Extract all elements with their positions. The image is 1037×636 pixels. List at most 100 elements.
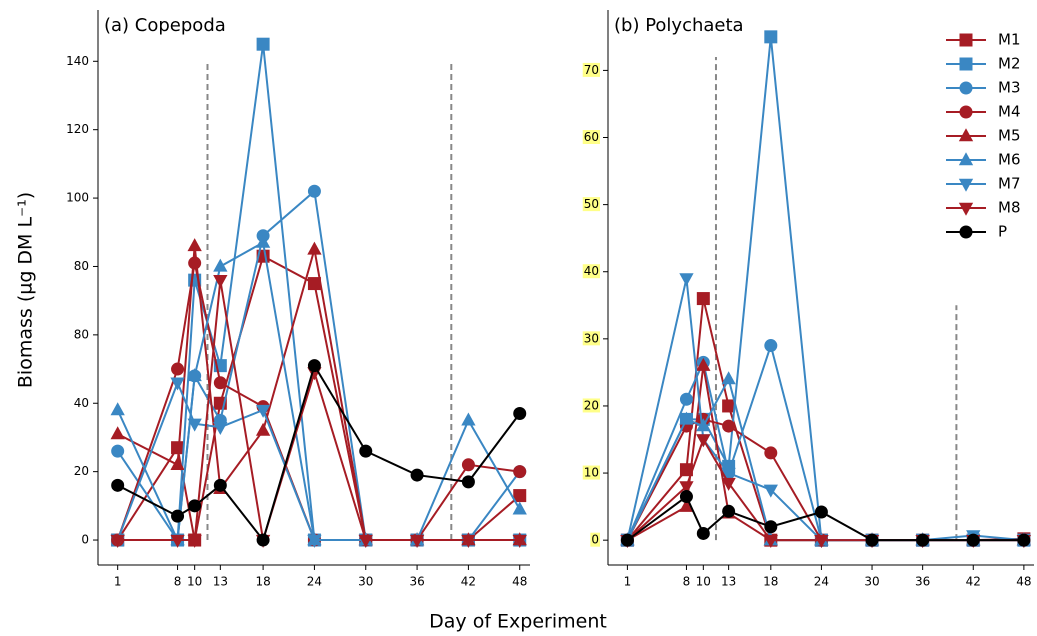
marker [461,534,476,548]
marker [958,202,974,216]
marker [959,225,973,239]
marker [188,256,202,270]
y-tick-label: 0 [81,533,89,547]
marker [188,499,202,513]
marker [814,505,828,519]
marker [187,534,202,548]
marker [255,422,271,436]
marker [513,407,527,421]
marker [958,128,974,142]
marker [213,478,227,492]
y-tick-label: 80 [74,259,89,273]
legend-label: M4 [998,103,1021,121]
marker [916,533,930,547]
marker [170,534,185,548]
x-tick-label: 1 [114,575,122,589]
x-tick-label: 24 [814,575,829,589]
tick-highlight [582,197,600,212]
marker [679,481,694,495]
x-tick-label: 30 [358,575,373,589]
series-line [117,279,520,542]
marker [958,152,974,166]
marker [409,534,425,548]
tick-highlight [582,130,600,145]
tick-highlight [582,331,600,346]
x-tick-label: 30 [864,575,879,589]
marker [696,292,710,306]
y-tick-label: 0 [591,533,599,547]
x-tick-label: 24 [307,575,322,589]
marker [966,533,980,547]
panel-title: (b) Polychaeta [614,15,744,36]
legend-label: M3 [998,79,1021,97]
y-tick-label: 30 [584,331,599,345]
marker [679,411,694,425]
series-line [626,495,1024,542]
panel-title: (a) Copepoda [104,15,226,36]
y-tick-label: 40 [74,396,89,410]
x-tick-label: 8 [174,575,182,589]
marker [679,490,693,504]
marker [187,418,202,432]
y-tick-label: 40 [584,264,599,278]
y-tick-label: 100 [66,191,89,205]
x-tick-label: 36 [409,575,424,589]
marker [763,534,778,548]
marker [110,426,125,440]
y-tick-label: 120 [66,122,89,136]
marker [187,238,202,252]
series-line [626,278,1024,542]
marker [722,399,736,413]
marker [679,498,694,512]
legend-label: M2 [998,55,1021,73]
x-tick-label: 48 [1016,575,1031,589]
legend-label: M5 [998,127,1021,145]
marker [764,30,778,44]
x-tick-label: 42 [966,575,981,589]
marker [959,33,973,47]
series-line [626,418,1024,542]
marker [513,465,527,479]
marker [679,273,694,287]
marker [721,477,736,491]
marker [696,526,710,540]
series-line [116,240,521,544]
legend-label: M7 [998,175,1021,193]
legend-label: P [998,223,1007,241]
marker [696,434,711,448]
x-axis-label: Day of Experiment [429,611,607,633]
marker [307,277,321,291]
marker [255,234,271,248]
marker [959,57,973,71]
marker [1017,533,1031,547]
x-tick-label: 1 [624,575,632,589]
legend-label: M6 [998,151,1021,169]
marker [959,81,973,95]
y-tick-label: 140 [66,54,89,68]
marker [410,468,424,482]
x-tick-label: 36 [915,575,930,589]
tick-highlight [582,264,600,279]
marker [307,534,322,548]
x-tick-label: 13 [721,575,736,589]
marker [307,359,321,373]
marker [307,241,322,255]
y-tick-label: 20 [584,398,599,412]
marker [512,534,527,548]
marker [721,467,736,481]
y-tick-label: 80 [74,327,89,341]
marker [110,402,125,416]
marker [213,258,228,272]
marker [256,37,270,51]
y-tick-label: 50 [584,197,599,211]
marker [171,441,185,455]
x-tick-label: 42 [461,575,476,589]
y-tick-label: 60 [584,130,599,144]
marker [110,534,125,548]
marker [814,534,829,548]
marker [358,534,373,548]
marker [307,184,321,198]
marker [213,421,228,435]
marker [764,520,778,534]
marker [213,376,227,390]
